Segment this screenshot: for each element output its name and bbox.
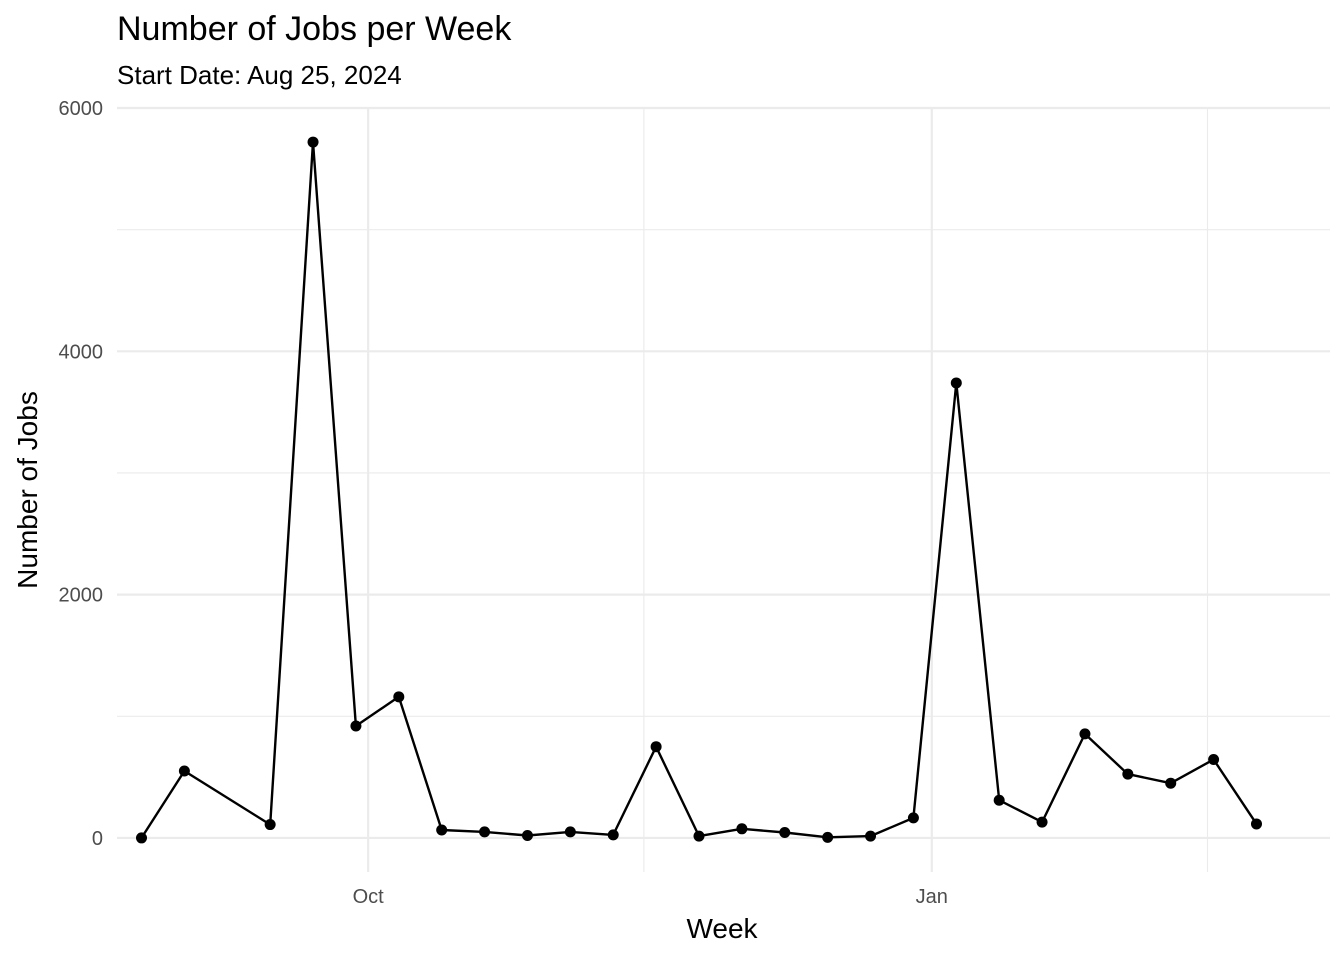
x-axis-ticks: Oct Jan: [353, 886, 948, 908]
data-point: [1079, 728, 1091, 740]
data-point: [865, 830, 877, 842]
data-point: [736, 823, 748, 835]
data-point: [993, 794, 1005, 806]
data-point: [1036, 816, 1048, 828]
data-point: [779, 826, 791, 838]
data-point: [564, 826, 576, 838]
data-point: [307, 136, 319, 148]
y-tick-label: 0: [92, 828, 103, 850]
x-tick-label: Oct: [353, 886, 385, 908]
y-tick-label: 6000: [59, 98, 104, 120]
data-point: [1250, 818, 1262, 830]
data-series: [136, 136, 1262, 844]
data-point: [907, 812, 919, 824]
data-point: [693, 830, 705, 842]
y-tick-label: 4000: [59, 341, 104, 363]
data-point: [521, 830, 533, 842]
data-point: [436, 824, 448, 836]
data-point: [950, 377, 962, 389]
x-axis-title: Week: [686, 913, 758, 944]
data-point: [393, 691, 405, 703]
y-axis-title: Number of Jobs: [12, 391, 43, 589]
grid-lines: [117, 106, 1330, 872]
data-point: [1208, 753, 1220, 765]
data-point: [350, 720, 362, 732]
data-point: [479, 826, 491, 838]
chart-title: Number of Jobs per Week: [117, 10, 512, 48]
data-point: [136, 832, 148, 844]
chart-subtitle: Start Date: Aug 25, 2024: [117, 60, 402, 90]
x-tick-label: Jan: [916, 886, 948, 908]
series-line: [140, 140, 1258, 839]
data-point: [650, 741, 662, 753]
y-axis-ticks: 0 2000 4000 6000: [59, 98, 104, 850]
data-point: [264, 819, 276, 831]
data-point: [178, 765, 190, 777]
data-point: [1122, 768, 1134, 780]
data-point: [607, 829, 619, 841]
y-tick-label: 2000: [59, 585, 104, 607]
data-point: [1165, 777, 1177, 789]
data-point: [822, 831, 834, 843]
